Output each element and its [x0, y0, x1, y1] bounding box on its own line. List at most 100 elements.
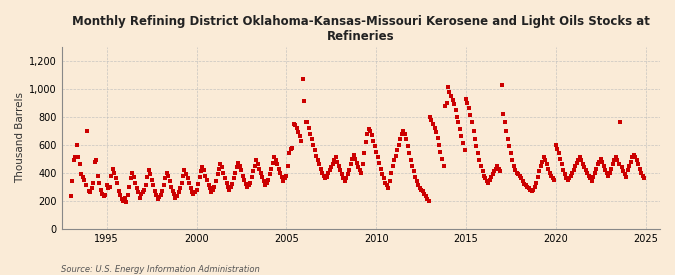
Point — [128, 175, 139, 179]
Point — [381, 183, 392, 188]
Point — [390, 154, 401, 158]
Point — [465, 113, 476, 118]
Y-axis label: Thousand Barrels: Thousand Barrels — [15, 92, 25, 183]
Point — [142, 175, 153, 179]
Point — [500, 120, 510, 125]
Point — [148, 183, 159, 188]
Point — [333, 164, 344, 168]
Point — [212, 172, 223, 176]
Point — [583, 173, 594, 178]
Point — [284, 151, 295, 155]
Point — [246, 175, 257, 179]
Point — [227, 182, 238, 186]
Point — [286, 147, 296, 151]
Point — [380, 180, 391, 185]
Point — [384, 179, 395, 183]
Point — [426, 117, 437, 122]
Point — [550, 142, 561, 147]
Point — [493, 166, 504, 171]
Point — [556, 162, 567, 167]
Point — [568, 168, 579, 172]
Point — [341, 176, 352, 180]
Point — [158, 183, 169, 188]
Point — [399, 131, 410, 136]
Point — [546, 173, 557, 178]
Point — [459, 148, 470, 153]
Point — [303, 126, 314, 130]
Point — [269, 155, 279, 160]
Point — [497, 82, 508, 87]
Point — [277, 175, 288, 179]
Point — [287, 145, 298, 150]
Point — [260, 183, 271, 188]
Point — [444, 89, 455, 94]
Point — [157, 189, 167, 193]
Point — [362, 131, 373, 136]
Point — [627, 155, 638, 160]
Point — [529, 185, 540, 189]
Point — [371, 150, 381, 154]
Point — [259, 179, 269, 183]
Point — [439, 103, 450, 108]
Point — [290, 123, 301, 127]
Point — [245, 180, 256, 185]
Point — [516, 176, 526, 180]
Point — [594, 159, 605, 164]
Point — [375, 166, 386, 171]
Point — [152, 197, 163, 202]
Point — [302, 120, 313, 125]
Point — [196, 169, 207, 174]
Point — [495, 169, 506, 174]
Point — [254, 166, 265, 171]
Point — [360, 140, 371, 144]
Point — [512, 170, 522, 175]
Point — [624, 164, 634, 168]
Point — [191, 187, 202, 192]
Point — [313, 158, 323, 162]
Point — [192, 182, 203, 186]
Point — [447, 98, 458, 102]
Point — [533, 175, 543, 179]
Point — [574, 155, 585, 160]
Point — [422, 197, 433, 202]
Point — [396, 131, 407, 136]
Point — [125, 176, 136, 180]
Point — [205, 186, 215, 190]
Point — [119, 196, 130, 200]
Point — [572, 161, 583, 165]
Point — [293, 130, 304, 134]
Point — [531, 180, 542, 185]
Point — [225, 185, 236, 189]
Point — [97, 191, 107, 196]
Point — [367, 133, 377, 137]
Point — [228, 176, 239, 180]
Point — [577, 162, 588, 167]
Point — [197, 165, 208, 169]
Point — [570, 164, 580, 168]
Point — [111, 180, 122, 185]
Point — [407, 164, 418, 168]
Point — [133, 190, 144, 194]
Point — [272, 162, 283, 167]
Point — [178, 173, 188, 178]
Point — [357, 162, 368, 167]
Point — [292, 126, 302, 130]
Point — [261, 180, 272, 185]
Point — [73, 155, 84, 160]
Point — [592, 162, 603, 167]
Point — [502, 137, 513, 141]
Point — [165, 185, 176, 189]
Point — [615, 120, 626, 125]
Point — [342, 172, 353, 176]
Point — [198, 168, 209, 172]
Point — [211, 179, 221, 183]
Point — [520, 183, 531, 188]
Point — [113, 189, 124, 193]
Point — [215, 162, 226, 167]
Point — [76, 172, 86, 176]
Point — [173, 190, 184, 194]
Point — [103, 186, 113, 190]
Point — [279, 176, 290, 180]
Point — [392, 148, 402, 153]
Point — [255, 170, 266, 175]
